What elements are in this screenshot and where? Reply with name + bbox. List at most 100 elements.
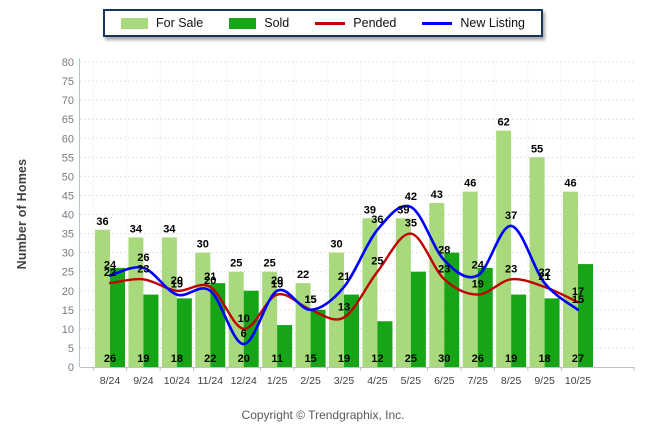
x-tick-labels: 8/24 9/24 10/24 11/24 12/24 1/25 2/25 3/25 4/25 5… [92, 367, 635, 387]
for-sale-bar [462, 191, 478, 367]
new-listing-label: 21 [338, 271, 350, 283]
new-listing-label: 26 [137, 252, 149, 264]
y-tick-label: 25 [62, 267, 74, 279]
sold-bar [143, 294, 159, 367]
sold-bar [210, 283, 226, 367]
for-sale-bar [395, 218, 411, 367]
sold-label: 27 [572, 353, 584, 365]
pended-label: 21 [204, 271, 216, 283]
sold-bar [511, 294, 527, 367]
legend-label-for-sale: For Sale [155, 16, 204, 30]
for-sale-bar [496, 130, 512, 367]
sold-bar [176, 298, 192, 367]
pended-label: 15 [304, 294, 316, 306]
y-tick-label: 5 [68, 343, 74, 355]
new-listing-label: 36 [371, 214, 383, 226]
pended-label: 13 [338, 301, 350, 313]
for-sale-label: 30 [330, 239, 342, 251]
new-listing-label: 37 [505, 210, 517, 222]
for-sale-bar [95, 229, 110, 367]
y-tick-label: 80 [62, 57, 74, 69]
y-tick-label: 35 [62, 229, 74, 241]
for-sale-label: 25 [264, 258, 276, 270]
pended-label: 23 [438, 263, 450, 275]
sold-bar [578, 264, 593, 367]
y-axis-title: Number of Homes [15, 158, 29, 270]
for-sale-bar [529, 157, 545, 367]
for-sale-label: 46 [564, 178, 576, 190]
x-tick-label: 11/24 [198, 375, 224, 387]
sold-label: 22 [204, 353, 216, 365]
x-tick-label: 1/25 [267, 375, 288, 387]
y-tick-label: 70 [62, 95, 74, 107]
for-sale-label: 39 [364, 204, 376, 216]
new-listing-line-swatch [422, 21, 453, 25]
new-listing-label: 42 [405, 191, 417, 203]
y-tick-label: 10 [62, 324, 74, 336]
new-listing-label: 6 [241, 328, 247, 340]
for-sale-label: 46 [464, 178, 476, 190]
for-sale-bars [95, 130, 578, 367]
for-sale-labels: 36 34 34 30 25 25 22 30 39 39 43 46 62 55 46 [96, 117, 576, 282]
for-sale-label: 36 [96, 216, 108, 228]
new-listing-label: 19 [171, 279, 183, 291]
legend-item-new-listing: New Listing [422, 16, 525, 30]
new-listing-label: 20 [204, 275, 216, 287]
for-sale-label: 34 [130, 223, 143, 235]
new-listing-label: 24 [472, 260, 485, 272]
pended-label: 22 [104, 267, 116, 279]
sold-label: 18 [538, 353, 550, 365]
for-sale-label: 30 [197, 239, 209, 251]
y-tick-label: 40 [62, 210, 74, 222]
sold-label: 11 [271, 353, 283, 365]
for-sale-label: 34 [163, 223, 176, 235]
y-tick-label: 30 [62, 248, 74, 260]
x-tick-label: 10/24 [164, 375, 190, 387]
x-tick-label: 6/25 [434, 375, 455, 387]
sold-label: 20 [238, 353, 250, 365]
sold-bar [344, 294, 359, 367]
new-listing-labels: 24 26 19 20 6 20 15 21 36 42 28 24 37 22 15 [104, 191, 584, 340]
new-listing-label: 28 [438, 244, 450, 256]
x-tick-label: 9/24 [133, 375, 154, 387]
x-tick-label: 7/25 [467, 375, 488, 387]
legend-item-for-sale: For Sale [120, 16, 204, 30]
y-tick-label: 55 [62, 152, 74, 164]
legend-item-sold: Sold [229, 16, 289, 30]
sold-label: 18 [171, 353, 183, 365]
sold-label: 19 [338, 353, 350, 365]
pended-line-swatch [315, 21, 346, 25]
for-sale-label: 62 [498, 117, 510, 129]
new-listing-label: 24 [104, 260, 117, 272]
sold-label: 25 [405, 353, 417, 365]
for-sale-bar [563, 191, 578, 367]
for-sale-label: 43 [431, 189, 443, 201]
y-tick-labels: 0 5 10 15 20 25 30 35 40 45 50 55 60 65 70 75 80 [62, 57, 74, 374]
for-sale-label: 55 [531, 143, 543, 155]
legend-label-sold: Sold [264, 16, 290, 30]
new-listing-label: 20 [271, 275, 283, 287]
x-tick-label: 10/25 [565, 375, 591, 387]
y-tick-label: 60 [62, 133, 74, 145]
pended-label: 17 [572, 286, 584, 298]
y-tick-label: 0 [68, 362, 74, 374]
x-tick-label: 4/25 [367, 375, 388, 387]
sold-label: 26 [472, 353, 484, 365]
legend-label-new-listing: New Listing [460, 16, 526, 30]
for-sale-swatch [120, 17, 148, 29]
pended-label: 35 [405, 218, 417, 230]
x-tick-label: 9/25 [534, 375, 555, 387]
x-tick-label: 2/25 [300, 375, 321, 387]
pended-label: 10 [238, 313, 250, 325]
y-tick-label: 20 [62, 286, 74, 298]
sold-bar [477, 267, 493, 367]
for-sale-bar [429, 203, 445, 367]
sold-bar [310, 309, 326, 367]
y-tick-label: 65 [62, 114, 74, 126]
y-tick-label: 75 [62, 76, 74, 88]
sold-bar [377, 321, 393, 367]
for-sale-bar [195, 252, 211, 367]
new-listing-label: 15 [572, 294, 584, 306]
